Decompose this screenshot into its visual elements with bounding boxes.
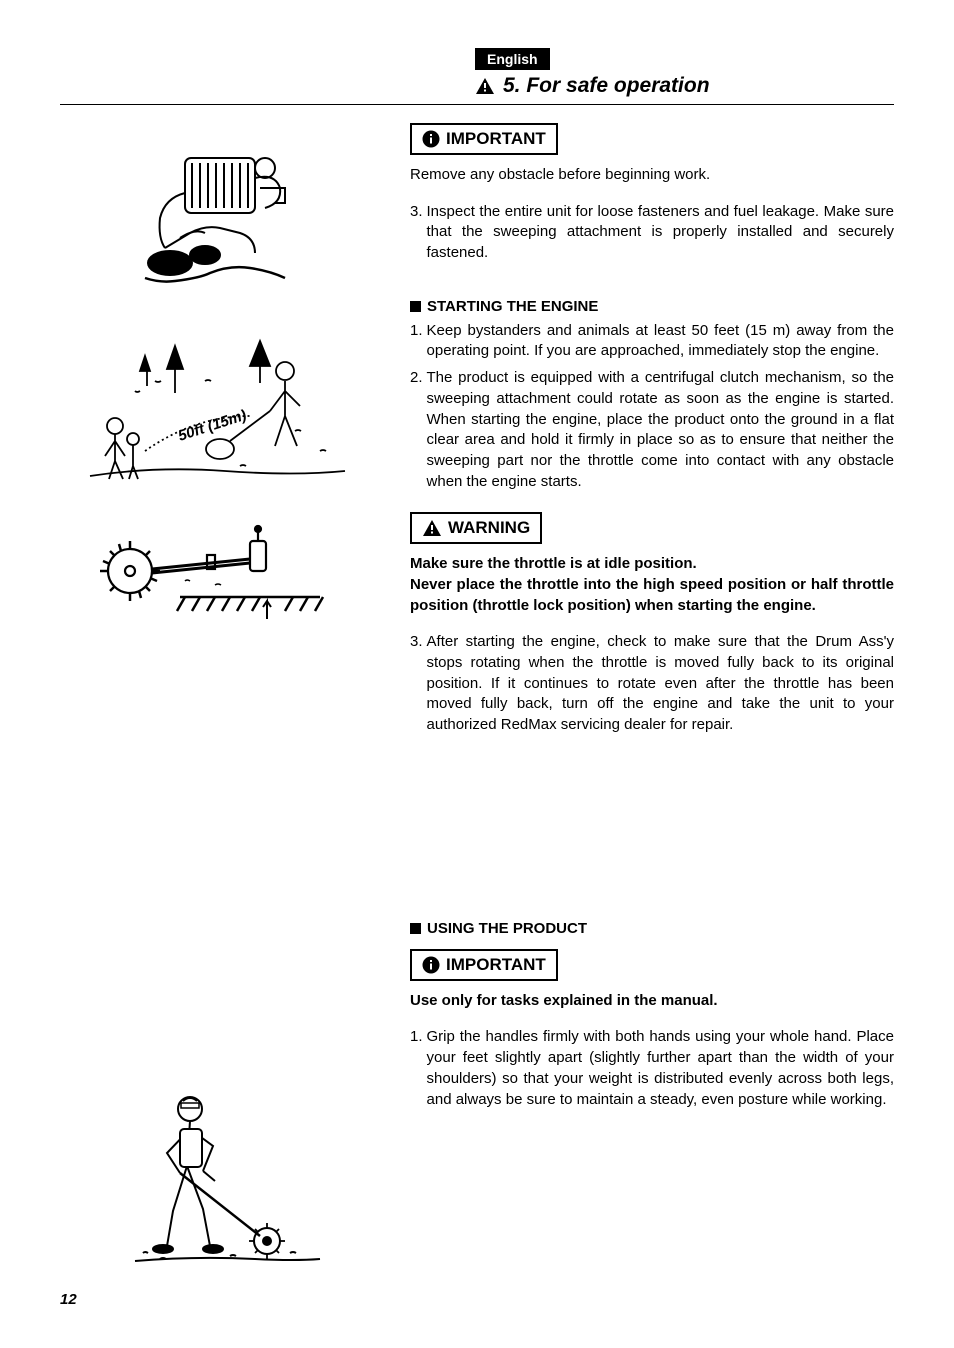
list-number: 1. bbox=[410, 1027, 423, 1110]
heading-text: STARTING THE ENGINE bbox=[427, 298, 598, 315]
language-badge: English bbox=[475, 48, 550, 70]
figure-ground-placement bbox=[60, 519, 370, 629]
figure-safety-distance: 50ft (15m) bbox=[60, 321, 370, 501]
important-callout-1: IMPORTANT bbox=[410, 123, 558, 155]
starting-item-1: 1. Keep bystanders and animals at least … bbox=[410, 321, 894, 362]
header-rule bbox=[60, 104, 894, 105]
page-header: English 5. For safe operation bbox=[475, 48, 894, 98]
manual-page: English 5. For safe operation bbox=[0, 0, 954, 1348]
left-column: 50ft (15m) bbox=[60, 123, 370, 1291]
distance-label: 50ft (15m) bbox=[176, 407, 249, 445]
starting-item-2: 2. The product is equipped with a centri… bbox=[410, 368, 894, 492]
important-callout-2: IMPORTANT bbox=[410, 949, 558, 981]
info-circle-icon bbox=[422, 956, 440, 974]
warning-text-2: Never place the throttle into the high s… bbox=[410, 575, 894, 616]
info-circle-icon bbox=[422, 130, 440, 148]
important-label: IMPORTANT bbox=[446, 129, 546, 149]
list-number: 1. bbox=[410, 321, 423, 362]
figure-engine-closeup bbox=[60, 133, 370, 303]
warning-triangle-icon bbox=[422, 519, 442, 537]
right-column: IMPORTANT Remove any obstacle before beg… bbox=[410, 123, 894, 1291]
warning-triangle-icon bbox=[475, 77, 495, 95]
list-content: After starting the engine, check to make… bbox=[427, 632, 894, 735]
important-2-text: Use only for tasks explained in the manu… bbox=[410, 991, 894, 1012]
warning-callout: WARNING bbox=[410, 512, 542, 544]
list-content: Grip the handles firmly with both hands … bbox=[427, 1027, 894, 1110]
using-item-1: 1. Grip the handles firmly with both han… bbox=[410, 1027, 894, 1110]
important-1-text: Remove any obstacle before beginning wor… bbox=[410, 165, 894, 186]
content-columns: 50ft (15m) bbox=[60, 123, 894, 1291]
square-bullet-icon bbox=[410, 923, 421, 934]
list-number: 3. bbox=[410, 202, 423, 264]
list-number: 2. bbox=[410, 368, 423, 492]
heading-text: USING THE PRODUCT bbox=[427, 920, 587, 937]
list-number: 3. bbox=[410, 632, 423, 735]
list-content: Keep bystanders and animals at least 50 … bbox=[427, 321, 894, 362]
list-content: Inspect the entire unit for loose fasten… bbox=[427, 202, 894, 264]
figure-operating-posture bbox=[60, 1081, 370, 1281]
section-title: 5. For safe operation bbox=[503, 74, 710, 98]
important-label: IMPORTANT bbox=[446, 955, 546, 975]
warning-label: WARNING bbox=[448, 518, 530, 538]
starting-engine-heading: STARTING THE ENGINE bbox=[410, 298, 894, 315]
list-content: The product is equipped with a centrifug… bbox=[427, 368, 894, 492]
using-product-heading: USING THE PRODUCT bbox=[410, 920, 894, 937]
page-number: 12 bbox=[60, 1291, 894, 1308]
section-spacer bbox=[410, 742, 894, 892]
section-title-row: 5. For safe operation bbox=[475, 74, 894, 98]
pre-item-3: 3. Inspect the entire unit for loose fas… bbox=[410, 202, 894, 264]
square-bullet-icon bbox=[410, 301, 421, 312]
starting-item-3: 3. After starting the engine, check to m… bbox=[410, 632, 894, 735]
warning-text-1: Make sure the throttle is at idle positi… bbox=[410, 554, 894, 575]
